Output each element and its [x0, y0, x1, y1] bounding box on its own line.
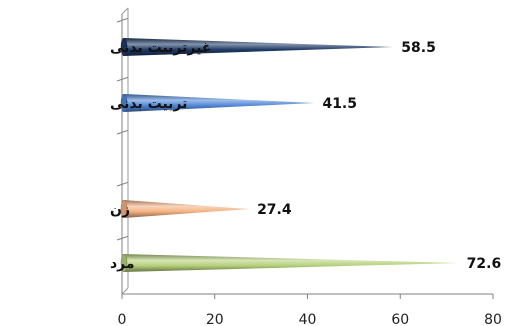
y-axis-tick-0 — [116, 17, 129, 23]
axis-depth-top — [121, 7, 129, 15]
bars-layer — [120, 37, 459, 273]
cone-bar-3 — [124, 254, 459, 272]
x-tick-label-4: 80 — [484, 312, 502, 326]
cone-base-0 — [120, 37, 128, 57]
category-label-2: زن — [110, 202, 130, 218]
category-label-3: مرد — [110, 256, 135, 272]
cone-bar-2 — [124, 200, 250, 218]
category-label-0: غیرتربیت بدنی — [110, 40, 211, 56]
cone-bar-1 — [124, 94, 315, 112]
labels-layer: 0 20 40 60 80 58.5 غیرتربیت بدنی 41.5 تربیت بدنی… — [110, 40, 502, 326]
value-label-3: 72.6 — [467, 256, 502, 272]
y-axis-tick-1 — [116, 76, 129, 82]
cone-base-2 — [120, 199, 128, 219]
x-tick-label-1: 20 — [206, 312, 224, 326]
x-tick-label-3: 60 — [391, 312, 409, 326]
value-label-1: 41.5 — [322, 96, 357, 112]
x-tick-label-2: 40 — [299, 312, 317, 326]
cone-base-3 — [120, 253, 128, 273]
y-axis-tick-3 — [116, 181, 129, 187]
axis-depth-bottom — [121, 287, 129, 295]
value-label-0: 58.5 — [401, 40, 436, 56]
x-tick-label-0: 0 — [118, 312, 127, 326]
cone-bar-0 — [124, 38, 394, 56]
category-label-1: تربیت بدنی — [110, 96, 187, 112]
cone-base-1 — [120, 93, 128, 113]
y-axis-tick-4 — [116, 235, 129, 241]
value-label-2: 27.4 — [257, 202, 292, 218]
y-axis-tick-2 — [116, 129, 129, 135]
